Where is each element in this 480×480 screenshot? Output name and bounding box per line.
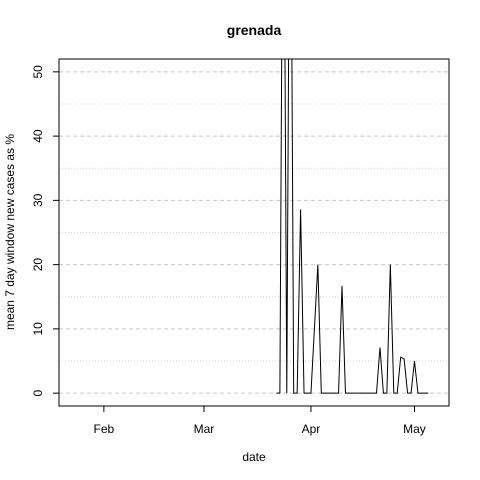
y-axis-label: mean 7 day window new cases as %	[3, 134, 17, 330]
series-line	[276, 59, 429, 394]
series-layer	[276, 59, 429, 394]
y-tick-label: 20	[31, 258, 45, 272]
x-axis: Feb Mar Apr May	[94, 406, 426, 436]
x-axis-label: date	[242, 450, 266, 464]
plot-frame	[58, 58, 450, 407]
x-tick-label: Feb	[94, 422, 115, 436]
y-tick-label: 40	[31, 129, 45, 143]
chart-title: grenada	[227, 22, 282, 38]
y-tick-label: 10	[31, 322, 45, 336]
x-tick-label: May	[403, 422, 426, 436]
y-tick-label: 30	[31, 193, 45, 207]
x-tick-label: Mar	[194, 422, 215, 436]
y-tick-label: 0	[31, 389, 45, 396]
y-axis: 0 10 20 30 40 50	[31, 65, 59, 396]
y-tick-label: 50	[31, 65, 45, 79]
x-tick-label: Apr	[302, 422, 321, 436]
grid	[59, 71, 449, 394]
